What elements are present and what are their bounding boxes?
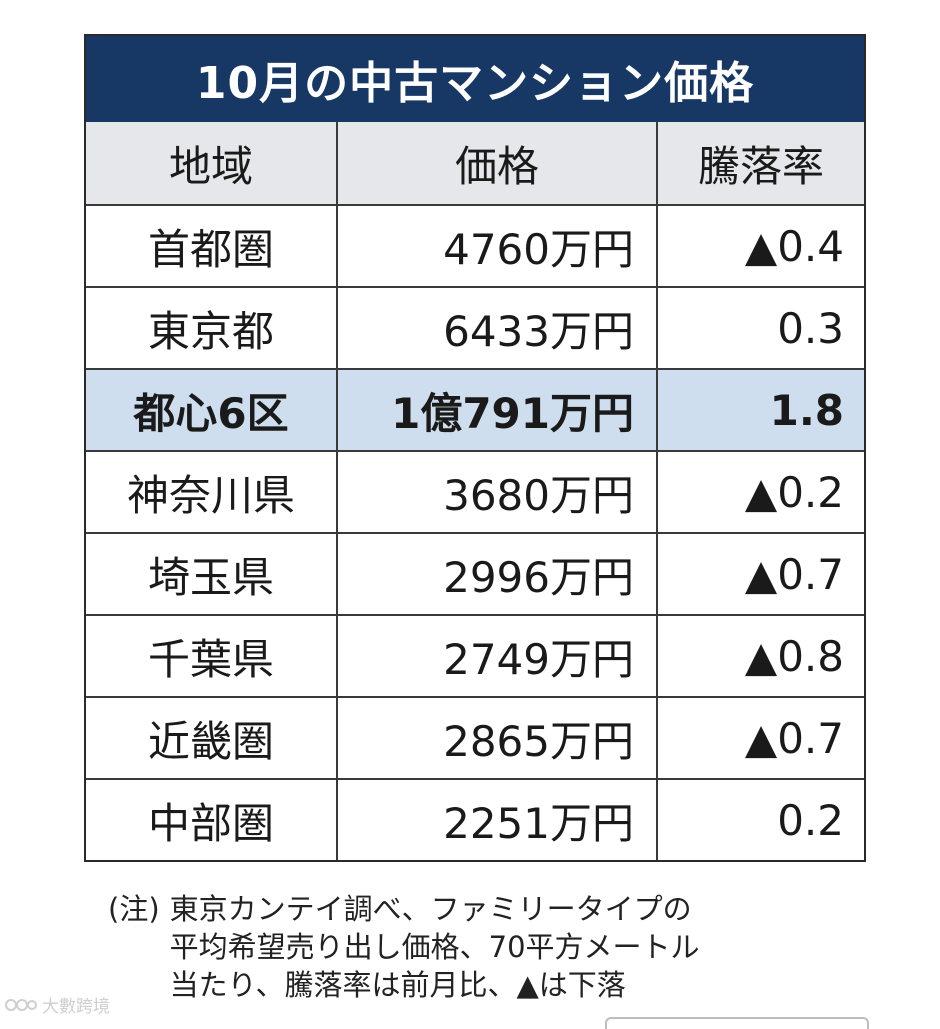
table-row: 神奈川県 3680万円 ▲0.2 — [86, 450, 864, 534]
price-cell: 3680万円 — [336, 450, 658, 534]
rate-cell: 0.3 — [656, 286, 864, 370]
region-cell: 東京都 — [86, 286, 338, 370]
rate-cell: ▲0.8 — [656, 614, 864, 698]
header-row: 地域 価格 騰落率 — [86, 122, 864, 206]
price-cell: 2251万円 — [336, 778, 658, 860]
header-rate: 騰落率 — [656, 122, 864, 206]
region-cell: 埼玉県 — [86, 532, 338, 616]
data-table: 地域 価格 騰落率 首都圏 4760万円 ▲0.4 東京都 6433万円 0.3… — [86, 122, 864, 860]
region-cell: 近畿圏 — [86, 696, 338, 780]
footnote-line: 平均希望売り出し価格、70平方メートル — [169, 930, 700, 964]
rate-cell: 1.8 — [656, 368, 864, 452]
footnote-tag: (注) — [108, 892, 160, 926]
header-price: 価格 — [336, 122, 658, 206]
rate-cell: ▲0.7 — [656, 696, 864, 780]
footnote-line: 当たり、騰落率は前月比、▲は下落 — [169, 968, 626, 1002]
price-table: 10月の中古マンション価格 地域 価格 騰落率 首都圏 4760万円 ▲0.4 … — [84, 34, 866, 862]
rate-cell: ▲0.4 — [656, 204, 864, 288]
price-cell: 6433万円 — [336, 286, 658, 370]
bottom-edge-box — [605, 1017, 869, 1029]
price-cell: 2749万円 — [336, 614, 658, 698]
rate-cell: ▲0.2 — [656, 450, 864, 534]
region-cell: 中部圏 — [86, 778, 338, 860]
region-cell: 神奈川県 — [86, 450, 338, 534]
table-row: 千葉県 2749万円 ▲0.8 — [86, 614, 864, 698]
table-title: 10月の中古マンション価格 — [86, 36, 864, 122]
footnote: (注) 東京カンテイ調べ、ファミリータイプの 平均希望売り出し価格、70平方メー… — [108, 890, 868, 1004]
table-row-highlighted: 都心6区 1億791万円 1.8 — [86, 368, 864, 452]
header-region: 地域 — [86, 122, 338, 206]
table-row: 近畿圏 2865万円 ▲0.7 — [86, 696, 864, 780]
watermark: 大數跨境 — [4, 992, 110, 1017]
footnote-line: 東京カンテイ調べ、ファミリータイプの — [169, 892, 692, 926]
footnote-text: 東京カンテイ調べ、ファミリータイプの 平均希望売り出し価格、70平方メートル 当… — [170, 890, 700, 1004]
rate-cell: ▲0.7 — [656, 532, 864, 616]
table-row: 東京都 6433万円 0.3 — [86, 286, 864, 370]
rate-cell: 0.2 — [656, 778, 864, 860]
watermark-text: 大數跨境 — [42, 997, 110, 1017]
table-row: 首都圏 4760万円 ▲0.4 — [86, 204, 864, 288]
region-cell: 千葉県 — [86, 614, 338, 698]
price-cell: 2996万円 — [336, 532, 658, 616]
region-cell: 都心6区 — [86, 368, 338, 452]
price-cell: 1億791万円 — [336, 368, 658, 452]
price-cell: 4760万円 — [336, 204, 658, 288]
price-cell: 2865万円 — [336, 696, 658, 780]
table-row: 埼玉県 2996万円 ▲0.7 — [86, 532, 864, 616]
watermark-logo-icon — [5, 998, 37, 1011]
table-row: 中部圏 2251万円 0.2 — [86, 778, 864, 860]
region-cell: 首都圏 — [86, 204, 338, 288]
